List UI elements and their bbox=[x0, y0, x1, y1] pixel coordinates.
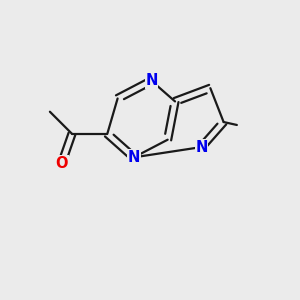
Text: N: N bbox=[145, 73, 158, 88]
Text: O: O bbox=[56, 156, 68, 171]
Text: N: N bbox=[195, 140, 208, 154]
Text: N: N bbox=[128, 150, 140, 165]
